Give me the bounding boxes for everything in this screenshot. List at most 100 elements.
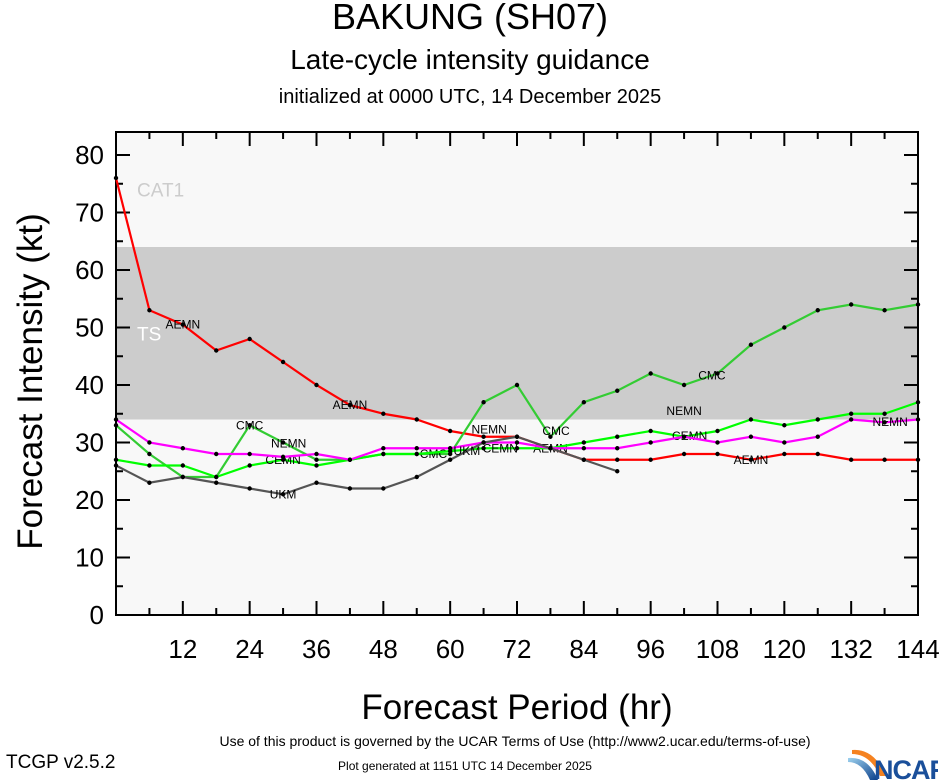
data-point xyxy=(180,446,186,451)
x-tick-label: 144 xyxy=(896,634,939,664)
data-point xyxy=(514,382,520,388)
y-tick-label: 70 xyxy=(75,198,104,228)
y-axis-label: Forecast Intensity (kt) xyxy=(11,213,50,549)
series-label: CMC xyxy=(236,418,264,432)
chart-subtitle: Late-cycle intensity guidance xyxy=(290,44,650,75)
data-point xyxy=(247,463,252,468)
data-point xyxy=(748,342,754,347)
series-label: NEMN xyxy=(271,436,306,450)
series-nemn: NEMN NEMN NEMN NEMN xyxy=(113,404,921,462)
data-point xyxy=(381,486,386,491)
data-point xyxy=(848,411,854,416)
data-point xyxy=(147,480,152,485)
data-point xyxy=(648,428,653,434)
band-label-cat1: CAT1 xyxy=(137,181,184,202)
data-point xyxy=(280,454,286,460)
data-point xyxy=(715,440,720,445)
data-point xyxy=(113,423,119,428)
data-point xyxy=(180,463,186,468)
series-label: CMC xyxy=(420,447,448,461)
series-label: UKM xyxy=(270,487,297,501)
data-point xyxy=(447,457,453,462)
x-tick-label: 24 xyxy=(235,634,264,664)
x-axis-label: Forecast Period (hr) xyxy=(361,688,672,727)
series-label: NEMN xyxy=(471,423,506,437)
x-tick-label: 96 xyxy=(636,634,665,664)
y-tick-label: 10 xyxy=(75,543,104,573)
data-point xyxy=(214,348,219,353)
series-label: NEMN xyxy=(872,415,907,429)
data-point xyxy=(481,446,486,451)
data-point xyxy=(882,308,887,313)
data-point xyxy=(548,446,553,451)
data-point xyxy=(247,336,252,342)
x-tick-label: 36 xyxy=(302,634,331,664)
x-tick-label: 132 xyxy=(829,634,872,664)
data-point xyxy=(648,457,653,462)
data-point xyxy=(447,428,453,434)
data-point xyxy=(548,434,553,439)
x-tick-label: 120 xyxy=(763,634,806,664)
data-point xyxy=(347,457,353,462)
data-point xyxy=(280,359,286,365)
data-point xyxy=(782,325,787,330)
data-point xyxy=(815,308,820,313)
data-point xyxy=(180,322,186,327)
data-point xyxy=(648,371,653,376)
data-point xyxy=(915,457,921,462)
data-point xyxy=(581,440,587,445)
data-point xyxy=(715,451,720,457)
data-point xyxy=(314,451,319,457)
data-point xyxy=(381,411,386,416)
y-tick-label: 30 xyxy=(75,428,104,458)
data-point xyxy=(381,446,386,451)
x-tick-label: 72 xyxy=(503,634,532,664)
data-point xyxy=(214,474,219,480)
series-line xyxy=(115,435,618,496)
initialized-time: initialized at 0000 UTC, 14 December 202… xyxy=(278,86,662,108)
data-point xyxy=(347,402,353,408)
data-point xyxy=(648,440,653,445)
data-point xyxy=(314,382,319,388)
data-point xyxy=(247,423,252,428)
series-label: CMC xyxy=(698,368,726,382)
data-point xyxy=(882,420,887,425)
y-tick-label: 20 xyxy=(75,485,104,515)
data-point xyxy=(748,417,754,422)
generated-time: Plot generated at 1151 UTC 14 December 2… xyxy=(338,759,592,773)
data-point xyxy=(280,492,286,497)
data-point xyxy=(615,388,620,393)
data-point xyxy=(581,457,587,462)
data-point xyxy=(180,474,186,480)
data-point xyxy=(514,446,520,451)
svg-text:NCAR: NCAR xyxy=(874,755,938,780)
data-point xyxy=(748,457,754,462)
data-point xyxy=(481,440,486,445)
data-point xyxy=(414,446,419,451)
data-point xyxy=(782,440,787,445)
series-label: NEMN xyxy=(666,404,701,418)
y-tick-label: 60 xyxy=(75,255,104,285)
x-tick-label: 84 xyxy=(569,634,598,664)
series-label: AEMN xyxy=(734,453,769,467)
series-label: AEMN xyxy=(165,318,200,332)
data-point xyxy=(915,400,921,405)
chart-title: BAKUNG (SH07) xyxy=(331,0,609,37)
band-cat1 xyxy=(116,132,918,247)
data-point xyxy=(147,451,152,457)
data-point xyxy=(815,451,820,457)
data-point xyxy=(715,371,720,376)
x-tick-label: 12 xyxy=(168,634,197,664)
data-point xyxy=(214,451,219,457)
data-point xyxy=(615,469,620,474)
version-label: TCGP v2.5.2 xyxy=(6,752,116,773)
data-point xyxy=(615,446,620,451)
data-point xyxy=(915,302,921,307)
data-point xyxy=(147,308,152,313)
series-ukm: UKM UKM xyxy=(113,434,620,501)
ncar-logo: NCAR xyxy=(848,749,938,780)
data-point xyxy=(414,474,419,480)
y-tick-label: 40 xyxy=(75,370,104,400)
data-point xyxy=(782,451,787,457)
